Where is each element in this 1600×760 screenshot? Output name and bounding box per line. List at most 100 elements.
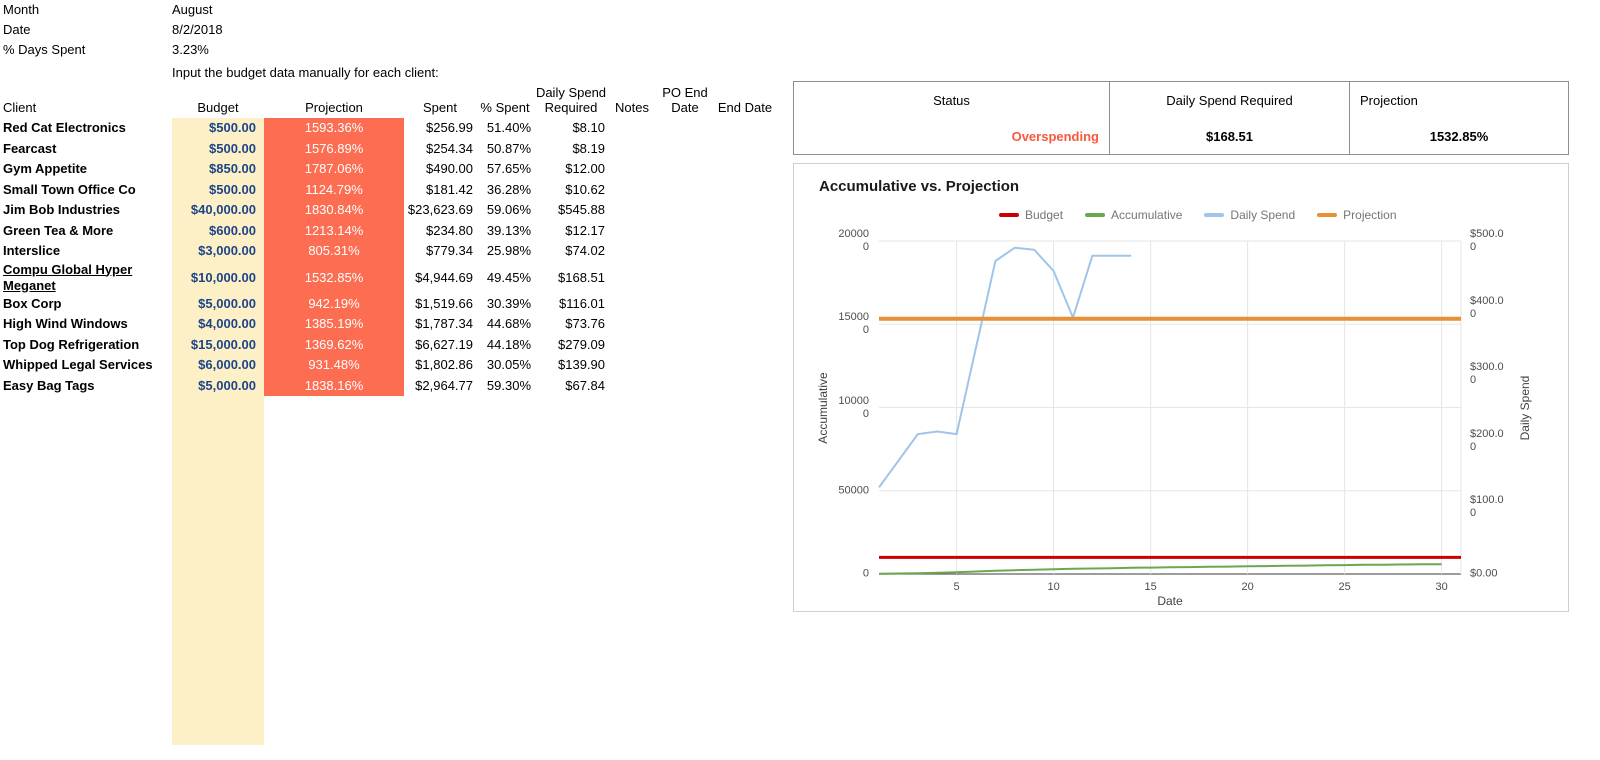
cell-spent[interactable]: $181.42	[426, 181, 473, 197]
col-header-end_date[interactable]: End Date	[717, 100, 773, 115]
cell-budget[interactable]: $600.00	[209, 222, 256, 238]
cell-end_date[interactable]	[714, 241, 776, 262]
cell-daily_spend_required[interactable]: $139.90	[558, 357, 605, 373]
cell-end_date[interactable]	[714, 200, 776, 221]
summary-header-daily[interactable]: Daily Spend Required	[1110, 82, 1350, 118]
cell-end_date[interactable]	[714, 335, 776, 356]
cell-pct_spent[interactable]: 44.18%	[486, 336, 531, 352]
cell-client[interactable]: Small Town Office Co	[3, 181, 136, 197]
col-header-po_end_date[interactable]: PO End Date	[662, 85, 708, 115]
col-header-budget[interactable]: Budget	[197, 100, 239, 115]
cell-projection[interactable]: 1576.89%	[264, 138, 404, 159]
cell-po_end_date[interactable]	[656, 314, 714, 335]
cell-budget[interactable]: $10,000.00	[190, 269, 256, 285]
cell-projection[interactable]: 1830.84%	[264, 200, 404, 221]
col-header-pct_spent[interactable]: % Spent	[480, 100, 530, 115]
summary-daily-value[interactable]: $168.51	[1110, 118, 1350, 154]
cell-client[interactable]: Top Dog Refrigeration	[3, 336, 140, 352]
cell-projection[interactable]: 1213.14%	[264, 220, 404, 241]
cell-pct_spent[interactable]: 59.06%	[486, 202, 531, 218]
cell-notes[interactable]	[608, 314, 656, 335]
cell-notes[interactable]	[608, 241, 656, 262]
cell-budget[interactable]: $5,000.00	[198, 377, 256, 393]
cell-spent[interactable]: $4,944.69	[415, 269, 473, 285]
cell-projection[interactable]: 805.31%	[264, 241, 404, 262]
cell-po_end_date[interactable]	[656, 159, 714, 180]
col-header-client[interactable]: Client	[3, 100, 37, 115]
cell-daily_spend_required[interactable]: $8.19	[572, 140, 605, 156]
summary-projection-value[interactable]: 1532.85%	[1429, 128, 1489, 144]
cell-projection[interactable]: 1838.16%	[264, 375, 404, 396]
cell-pct_spent[interactable]: 59.30%	[486, 377, 531, 393]
cell-daily_spend_required[interactable]: $12.17	[565, 222, 605, 238]
cell-spent[interactable]: $490.00	[426, 161, 473, 177]
col-header-spent[interactable]: Spent	[423, 100, 457, 115]
cell-budget[interactable]: $15,000.00	[190, 336, 256, 352]
cell-budget[interactable]: $6,000.00	[198, 357, 256, 373]
cell-client[interactable]: Red Cat Electronics	[3, 120, 126, 136]
summary-header-projection[interactable]: Projection	[1360, 92, 1418, 108]
cell-notes[interactable]	[608, 335, 656, 356]
cell-end_date[interactable]	[714, 294, 776, 315]
cell-end_date[interactable]	[714, 159, 776, 180]
cell-po_end_date[interactable]	[656, 180, 714, 201]
cell-projection[interactable]: 1369.62%	[264, 334, 404, 355]
cell-client[interactable]: Whipped Legal Services	[3, 357, 153, 373]
cell-budget[interactable]: $500.00	[209, 120, 256, 136]
cell-client[interactable]: Green Tea & More	[3, 222, 114, 238]
cell-budget[interactable]: $500.00	[209, 181, 256, 197]
col-header-projection[interactable]: Projection	[305, 100, 363, 115]
cell-spent[interactable]: $254.34	[426, 140, 473, 156]
cell-end_date[interactable]	[714, 180, 776, 201]
cell-spent[interactable]: $1,802.86	[415, 357, 473, 373]
summary-status-value[interactable]: Overspending	[794, 118, 1110, 154]
cell-pct_spent[interactable]: 25.98%	[486, 243, 531, 259]
cell-notes[interactable]	[608, 221, 656, 242]
cell-notes[interactable]	[608, 376, 656, 397]
cell-notes[interactable]	[608, 294, 656, 315]
col-header-daily_spend_required[interactable]: Daily Spend Required	[535, 85, 607, 115]
date-value[interactable]: 8/2/2018	[172, 22, 223, 37]
cell-notes[interactable]	[608, 180, 656, 201]
cell-daily_spend_required[interactable]: $8.10	[572, 120, 605, 136]
cell-projection[interactable]: 931.48%	[264, 355, 404, 376]
cell-daily_spend_required[interactable]: $168.51	[558, 269, 605, 285]
cell-po_end_date[interactable]	[656, 118, 714, 139]
cell-budget[interactable]: $3,000.00	[198, 243, 256, 259]
cell-daily_spend_required[interactable]: $73.76	[565, 316, 605, 332]
cell-notes[interactable]	[608, 139, 656, 160]
cell-pct_spent[interactable]: 44.68%	[486, 316, 531, 332]
summary-header-status[interactable]: Status	[794, 82, 1110, 118]
cell-client[interactable]: Box Corp	[3, 295, 62, 311]
cell-notes[interactable]	[608, 262, 656, 294]
cell-pct_spent[interactable]: 57.65%	[486, 161, 531, 177]
cell-end_date[interactable]	[714, 118, 776, 139]
cell-budget[interactable]: $500.00	[209, 140, 256, 156]
cell-daily_spend_required[interactable]: $279.09	[558, 336, 605, 352]
col-header-notes[interactable]: Notes	[615, 100, 649, 115]
cell-end_date[interactable]	[714, 262, 776, 294]
cell-client[interactable]: Easy Bag Tags	[3, 377, 95, 393]
days-spent-label[interactable]: % Days Spent	[3, 42, 86, 57]
cell-client[interactable]: Jim Bob Industries	[3, 202, 121, 218]
days-spent-value[interactable]: 3.23%	[172, 42, 209, 57]
cell-projection[interactable]: 1124.79%	[264, 179, 404, 200]
cell-budget[interactable]: $5,000.00	[198, 295, 256, 311]
cell-spent[interactable]: $2,964.77	[415, 377, 473, 393]
date-label[interactable]: Date	[3, 22, 31, 37]
cell-po_end_date[interactable]	[656, 262, 714, 294]
cell-spent[interactable]: $1,787.34	[415, 316, 473, 332]
cell-daily_spend_required[interactable]: $12.00	[565, 161, 605, 177]
cell-po_end_date[interactable]	[656, 376, 714, 397]
cell-client[interactable]: Gym Appetite	[3, 161, 88, 177]
cell-daily_spend_required[interactable]: $67.84	[565, 377, 605, 393]
cell-po_end_date[interactable]	[656, 200, 714, 221]
cell-pct_spent[interactable]: 30.05%	[486, 357, 531, 373]
cell-notes[interactable]	[608, 118, 656, 139]
cell-projection[interactable]: 1385.19%	[264, 314, 404, 335]
cell-end_date[interactable]	[714, 314, 776, 335]
cell-budget[interactable]: $40,000.00	[190, 202, 256, 218]
cell-spent[interactable]: $779.34	[426, 243, 473, 259]
cell-client[interactable]: Fearcast	[3, 140, 57, 156]
cell-end_date[interactable]	[714, 376, 776, 397]
